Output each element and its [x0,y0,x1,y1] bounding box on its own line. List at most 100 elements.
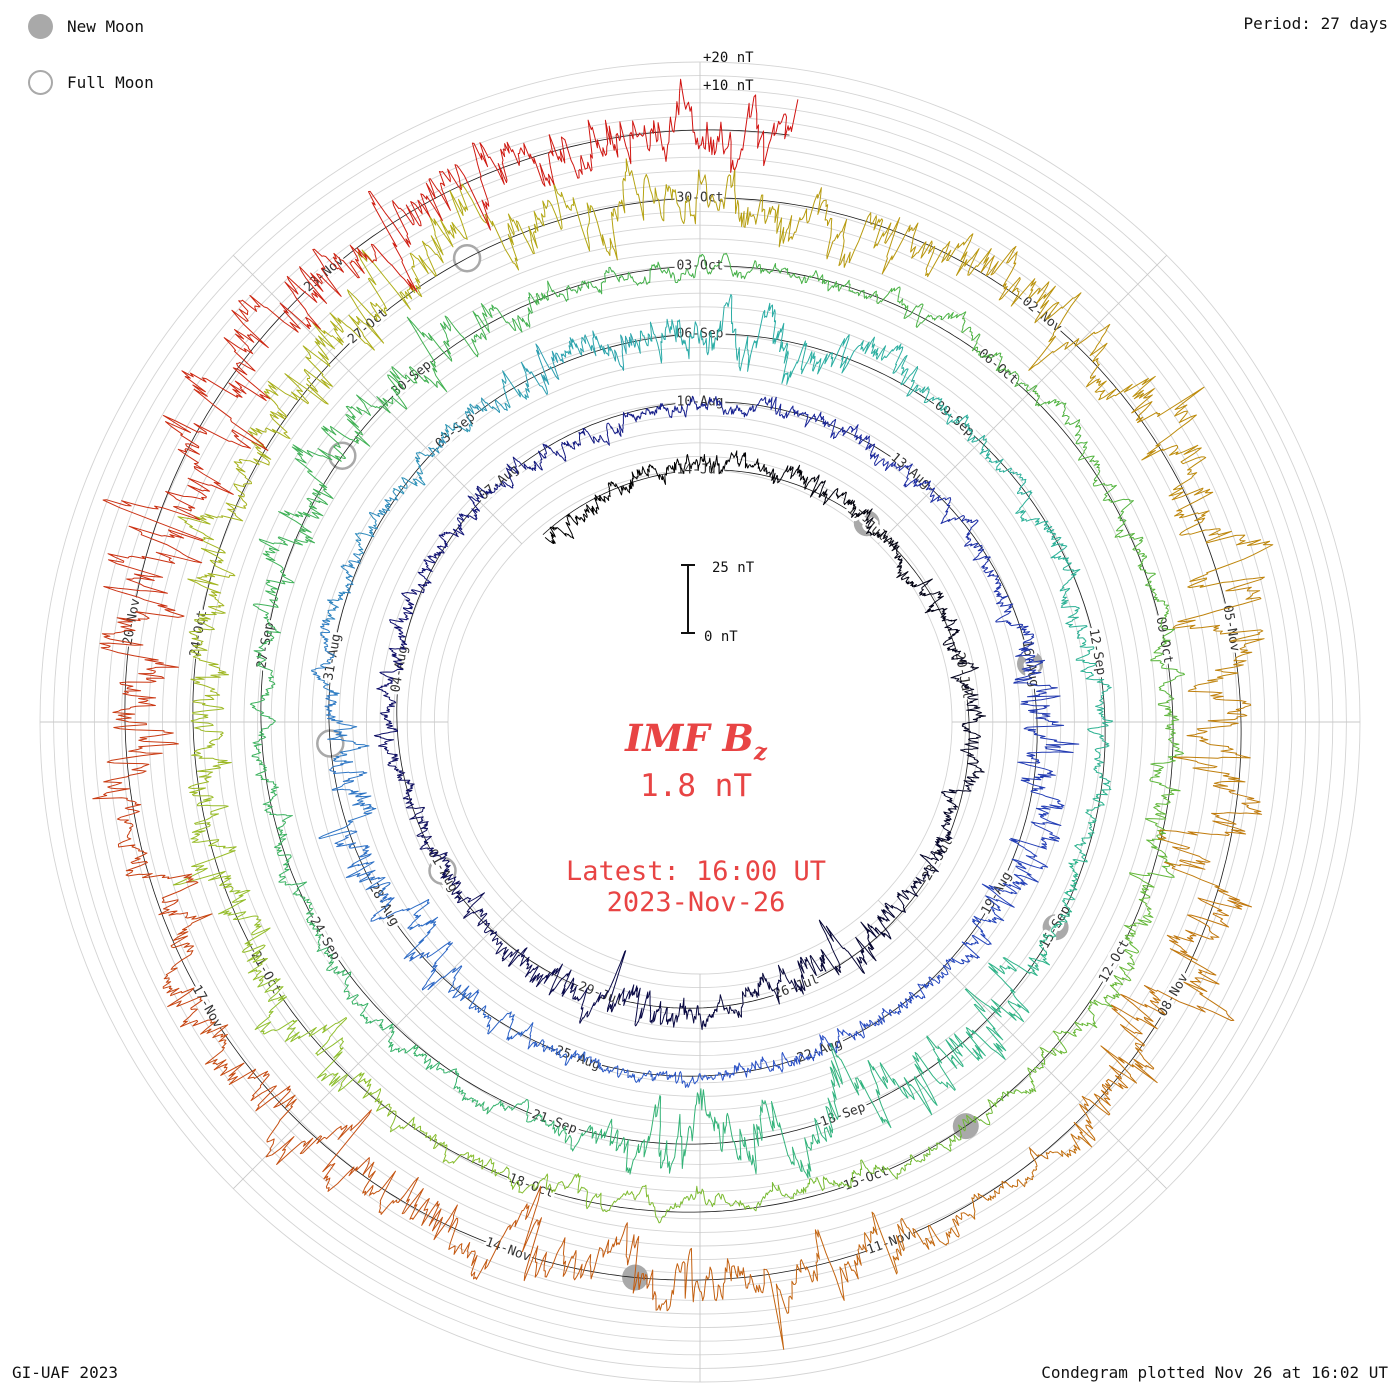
bz-trace-segment [389,581,429,635]
moon-legend: New Moon Full Moon [28,8,154,120]
bz-trace [92,78,1274,1350]
legend-new-moon: New Moon [28,8,154,44]
bz-trace-segment [722,1052,790,1081]
bz-trace-segment [945,988,1025,1067]
bz-trace-segment [491,180,595,271]
bz-trace-segment [566,1173,656,1214]
bz-trace-segment [316,1037,397,1117]
bz-trace-segment [960,723,985,779]
bz-trace-segment [441,397,508,439]
bz-trace-segment [559,1222,658,1311]
bz-trace-segment [92,710,179,821]
full-moon-icon [28,69,53,95]
bz-trace-segment [252,536,315,614]
bz-trace-segment [904,957,959,1006]
bz-trace-segment [542,428,601,462]
bz-trace-segment [1124,872,1155,970]
bz-trace-segment [468,989,534,1041]
grid-spoke [877,254,1168,545]
bz-trace-segment [386,751,415,809]
bz-trace-segment [1100,985,1235,1084]
bz-trace-segment [265,1094,372,1192]
bz-trace-segment [1074,787,1112,863]
bz-trace-segment [218,887,271,982]
bz-trace-segment [1015,497,1069,563]
bz-trace-segment [998,1030,1068,1102]
date-label: 10-Aug [677,395,724,410]
date-label: 11-Nov [865,1228,914,1258]
scale-bottom-label: 0 nT [704,629,738,645]
bz-trace-segment [162,913,213,1028]
bz-trace-segment [225,427,291,518]
bz-trace-segment [653,1070,724,1088]
bz-trace-segment [249,696,276,781]
bz-trace-segment [376,634,408,693]
bz-trace-segment [409,941,472,1002]
bz-trace-segment [368,164,462,293]
scale-bar: 25 nT 0 nT [681,560,755,645]
bz-trace-segment [654,1185,749,1224]
bz-trace-segment [712,976,762,1018]
bz-trace-segment [836,1154,926,1188]
date-label: 12-Oct [1096,937,1132,985]
bz-trace-segment [321,394,407,462]
bz-trace-segment [392,437,446,495]
bz-trace-segment [657,1247,766,1312]
bz-trace-segment [919,823,953,873]
bz-trace-segment [701,252,789,280]
bz-trace-segment [763,464,816,490]
bz-trace-segment [311,619,340,696]
bz-trace-segment [855,902,895,962]
bz-trace-segment [980,245,1082,343]
bz-trace-segment [387,316,453,410]
bz-trace-segment [1028,323,1156,401]
bz-trace-segment [254,977,347,1056]
bz-trace-segment [1054,1065,1129,1158]
bz-trace-segment [278,444,334,544]
bz-trace-segment [456,134,575,231]
bz-trace-segment [172,796,237,889]
new-moon-label: New Moon [67,16,145,36]
bz-trace-segment [1166,889,1252,1013]
bz-trace-segment [409,183,494,298]
period-label: Period: 27 days [1243,14,1389,33]
bz-trace-segment [1050,859,1079,935]
bz-trace-segment [425,1058,498,1115]
date-label: 18-Sep [818,1100,867,1130]
bz-trace-segment [389,1115,479,1164]
bz-trace-segment [590,1056,655,1083]
bz-trace-segment [708,294,785,372]
date-label: 25-Aug [553,1043,602,1073]
date-label: 05-Nov [1219,604,1242,653]
bz-trace-segment [181,294,301,402]
bz-trace-segment [733,1099,819,1179]
bz-trace-segment [779,334,861,385]
bz-trace-segment [279,243,377,330]
bz-trace-segment [859,336,926,397]
plotted-label: Condegram plotted Nov 26 at 16:02 UT [1041,1363,1388,1382]
bz-trace-segment [603,950,658,1027]
bz-trace-segment [370,893,439,960]
grid-spoke [232,899,523,1190]
bz-trace-segment [1023,383,1088,449]
bz-trace-segment [1009,779,1065,850]
bz-trace-segment [1013,654,1061,719]
bz-trace-segment [583,481,624,519]
bz-trace-segment [867,1035,964,1116]
bz-trace-segment [1059,562,1088,639]
bz-trace-segment [634,318,710,364]
bz-trace-segment [1060,966,1132,1037]
bz-trace-segment [788,1028,849,1067]
bz-trace-segment [1131,386,1207,497]
bz-trace-segment [544,513,586,544]
legend-full-moon: Full Moon [28,64,154,100]
bz-trace-segment [318,761,377,840]
bz-trace-segment [774,396,837,428]
bz-trace-segment [921,386,986,443]
outer-grid-label-plus20: +20 nT [703,50,754,66]
bz-trace-segment [930,494,979,547]
bz-trace-segment [548,963,605,1024]
bz-trace-segment [562,330,636,371]
bz-trace-segment [656,1088,735,1174]
